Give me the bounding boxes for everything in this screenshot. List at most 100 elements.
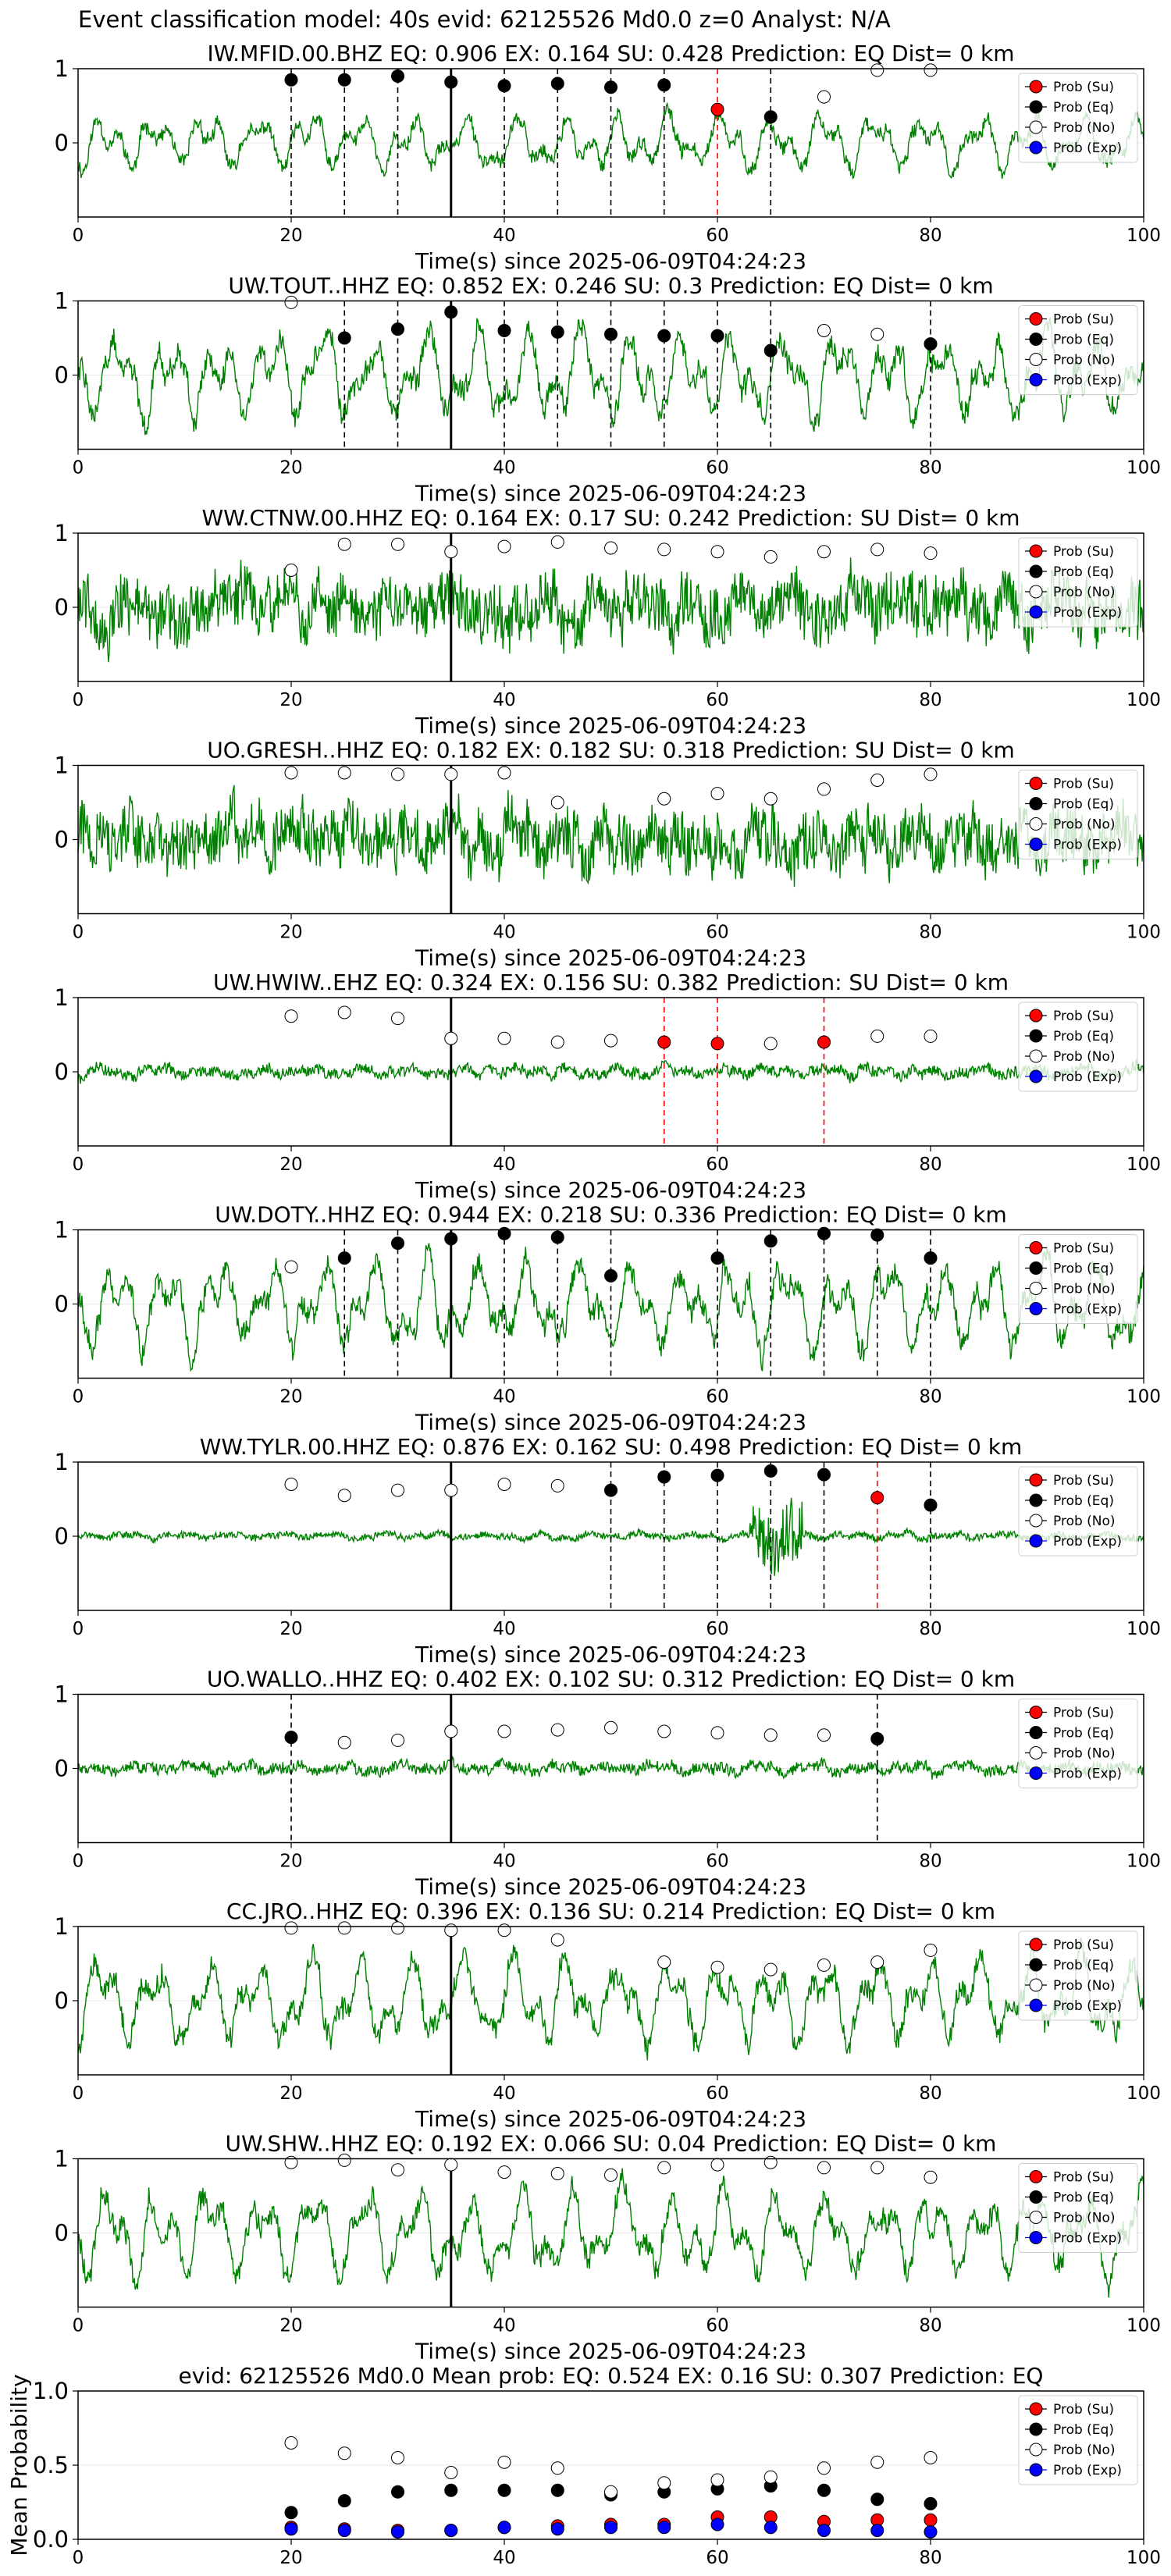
y-axis-label: Mean Probability	[6, 2374, 32, 2556]
prob-marker-prob-no	[657, 543, 671, 557]
prob-marker-prob-su	[870, 1491, 884, 1505]
prob-marker-prob-no	[391, 767, 404, 781]
prob-marker-prob-no	[763, 792, 778, 806]
legend-box	[1018, 537, 1138, 628]
prob-marker-prob-no	[657, 2476, 671, 2490]
prob-marker-prob-eq	[604, 1483, 618, 1497]
x-axis-label: Time(s) since 2025-06-09T04:24:23	[415, 481, 806, 507]
prob-marker-prob-no	[817, 2161, 831, 2175]
x-tick-label: 40	[493, 458, 515, 479]
x-tick-label: 80	[919, 1619, 941, 1639]
legend-marker	[1029, 80, 1043, 94]
prob-marker-prob-eq	[550, 1230, 564, 1244]
legend-label: Prob (Exp)	[1053, 2231, 1122, 2247]
y-tick-label: 1	[55, 2146, 69, 2172]
x-tick-label: 100	[1127, 226, 1161, 246]
legend-label: Prob (Su)	[1053, 312, 1114, 328]
prob-marker-prob-su	[924, 2513, 938, 2527]
legend-marker	[1029, 333, 1043, 346]
prob-marker-prob-no	[284, 1009, 298, 1023]
prob-marker-prob-no	[284, 564, 298, 577]
x-tick-label: 80	[919, 923, 941, 943]
y-tick-label: 1	[55, 1913, 69, 1940]
prob-marker-prob-eq	[497, 79, 511, 93]
x-tick-label: 0	[73, 1155, 84, 1175]
legend-label: Prob (Exp)	[1053, 605, 1122, 621]
prob-marker-prob-eq	[497, 2483, 511, 2497]
x-tick-label: 40	[493, 1155, 515, 1175]
x-axis-label: Time(s) since 2025-06-09T04:24:23	[415, 1642, 806, 1667]
prob-marker-prob-no	[391, 2451, 404, 2464]
legend-label: Prob (Su)	[1053, 80, 1114, 95]
prob-marker-prob-no	[284, 1478, 298, 1491]
prob-marker-prob-no	[497, 2455, 511, 2469]
prob-marker-prob-no	[817, 782, 831, 796]
x-axis-label: Time(s) since 2025-06-09T04:24:23	[415, 1874, 806, 1900]
x-tick-label: 80	[919, 1387, 941, 1407]
legend-marker	[1029, 353, 1043, 366]
legend-marker	[1029, 564, 1043, 578]
x-tick-label: 100	[1127, 2548, 1161, 2568]
prob-marker-prob-exp	[763, 2521, 778, 2535]
prob-marker-prob-no	[337, 2446, 351, 2460]
legend-box	[1018, 73, 1138, 163]
prob-marker-prob-no	[657, 1724, 671, 1738]
y-tick-label: 0	[55, 1523, 69, 1550]
prob-marker-prob-no	[924, 546, 938, 560]
x-tick-label: 80	[919, 1155, 941, 1175]
x-tick-label: 100	[1127, 1387, 1161, 1407]
legend-marker	[1029, 1302, 1043, 1315]
prob-marker-prob-eq	[870, 1732, 884, 1745]
prob-marker-prob-eq	[391, 1236, 404, 1251]
prob-marker-prob-exp	[444, 2524, 458, 2538]
x-tick-label: 60	[706, 1619, 728, 1639]
prob-marker-prob-eq	[550, 76, 564, 91]
panel-title: UW.HWIW..EHZ EQ: 0.324 EX: 0.156 SU: 0.3…	[213, 970, 1009, 995]
prob-marker-prob-no	[337, 2153, 351, 2167]
legend-label: Prob (Su)	[1053, 1706, 1114, 1721]
x-tick-label: 80	[919, 458, 941, 479]
x-axis-label: Time(s) since 2025-06-09T04:24:23	[415, 1410, 806, 1436]
panel-title: UO.WALLO..HHZ EQ: 0.402 EX: 0.102 SU: 0.…	[207, 1667, 1015, 1692]
legend-label: Prob (Eq)	[1053, 1726, 1114, 1742]
prob-marker-prob-no	[497, 2165, 511, 2179]
prob-marker-prob-no	[924, 2451, 938, 2464]
x-tick-label: 40	[493, 2083, 515, 2104]
y-tick-label: 0	[55, 1756, 69, 1782]
prob-marker-prob-eq	[763, 343, 778, 358]
legend-marker	[1029, 373, 1043, 386]
prob-marker-prob-no	[870, 1029, 884, 1043]
legend-label: Prob (Exp)	[1053, 838, 1122, 853]
prob-marker-prob-exp	[870, 2524, 884, 2538]
prob-marker-prob-eq	[657, 329, 671, 343]
prob-marker-prob-no	[763, 1728, 778, 1742]
x-tick-label: 40	[493, 2548, 515, 2568]
prob-marker-prob-eq	[391, 69, 404, 83]
prob-marker-prob-exp	[817, 2524, 831, 2538]
prob-marker-prob-no	[870, 63, 884, 77]
prob-marker-prob-no	[604, 2485, 618, 2499]
x-tick-label: 0	[73, 1619, 84, 1639]
station-panel: UO.WALLO..HHZ EQ: 0.402 EX: 0.102 SU: 0.…	[55, 1667, 1161, 1900]
legend-marker	[1029, 1282, 1043, 1295]
x-tick-label: 80	[919, 226, 941, 246]
legend-marker	[1029, 2170, 1043, 2183]
legend-label: Prob (Eq)	[1053, 1493, 1114, 1509]
prob-marker-prob-su	[710, 102, 724, 116]
prob-marker-prob-no	[924, 1029, 938, 1043]
prob-marker-prob-no	[497, 1724, 511, 1738]
x-tick-label: 80	[919, 690, 941, 710]
prob-marker-prob-no	[657, 792, 671, 806]
legend-marker	[1029, 605, 1043, 619]
prob-marker-prob-exp	[337, 2524, 351, 2538]
prob-marker-prob-no	[391, 1012, 404, 1026]
y-tick-label: 1	[55, 1449, 69, 1475]
prob-marker-prob-no	[924, 767, 938, 781]
waveform-trace	[77, 557, 1144, 663]
prob-marker-prob-no	[284, 2436, 298, 2450]
legend-label: Prob (Exp)	[1053, 373, 1122, 389]
prob-marker-prob-eq	[763, 110, 778, 124]
legend-marker	[1029, 141, 1043, 155]
prob-marker-prob-eq	[817, 2483, 831, 2497]
legend-label: Prob (Exp)	[1053, 1069, 1122, 1085]
